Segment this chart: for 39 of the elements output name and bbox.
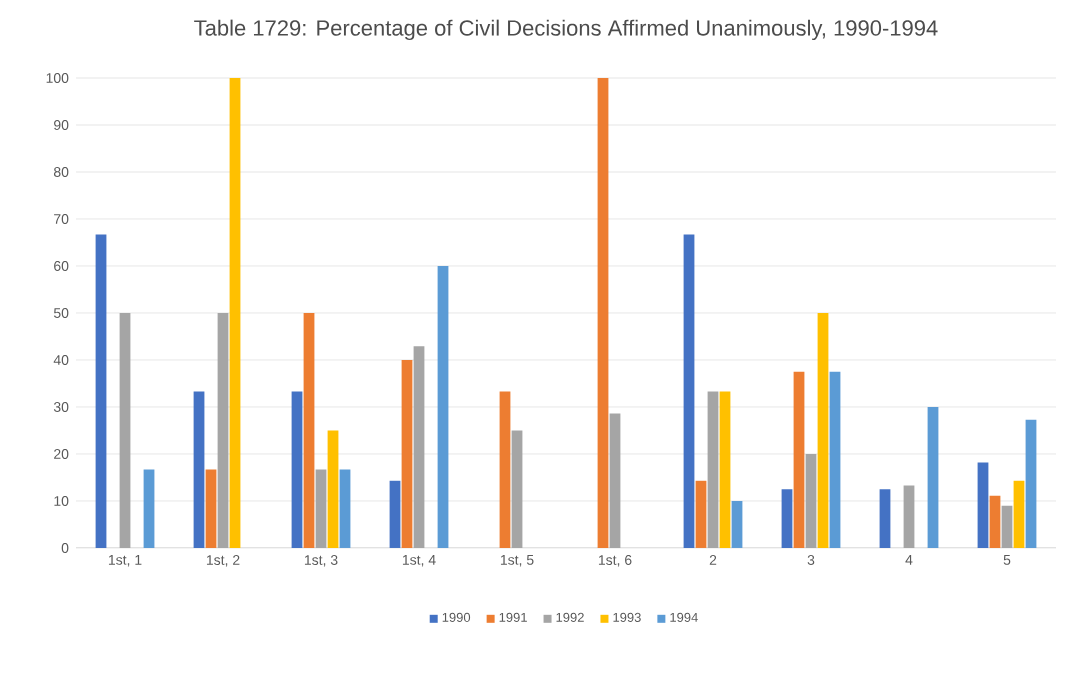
bar: [315, 469, 327, 548]
bar: [303, 312, 315, 548]
bar: [217, 312, 229, 548]
bar: [437, 265, 449, 548]
bar: [977, 462, 989, 548]
bar: [1001, 505, 1013, 548]
bar: [205, 469, 217, 548]
bar: [229, 77, 241, 548]
bar: [817, 312, 829, 548]
bar: [339, 469, 351, 548]
bar: [291, 391, 303, 548]
chart-title: Table 1729: Percentage of Civil Decisions Affirmed Unanimously, 1990-1994: [194, 19, 938, 41]
bar: [903, 485, 915, 548]
bar: [989, 495, 1001, 548]
bar: [793, 371, 805, 548]
bar: [193, 391, 205, 548]
bar: [707, 391, 719, 548]
bar: [327, 430, 339, 548]
bar: [413, 346, 425, 548]
bar: [389, 480, 401, 548]
bar: [1025, 419, 1037, 548]
bar: [805, 453, 817, 548]
bar: [119, 312, 131, 548]
bar: [143, 469, 155, 548]
bar: [695, 480, 707, 548]
bar: [927, 406, 939, 548]
bar: [499, 391, 511, 548]
bar: [683, 234, 695, 548]
bar: [879, 489, 891, 548]
bar: [511, 430, 523, 548]
bar: [781, 489, 793, 548]
bar: [401, 359, 413, 548]
bar: [597, 77, 609, 548]
bar: [731, 500, 743, 548]
bar: [829, 371, 841, 548]
bar: [1013, 480, 1025, 548]
bar: [719, 391, 731, 548]
bar: [609, 413, 621, 548]
bar: [95, 234, 107, 548]
